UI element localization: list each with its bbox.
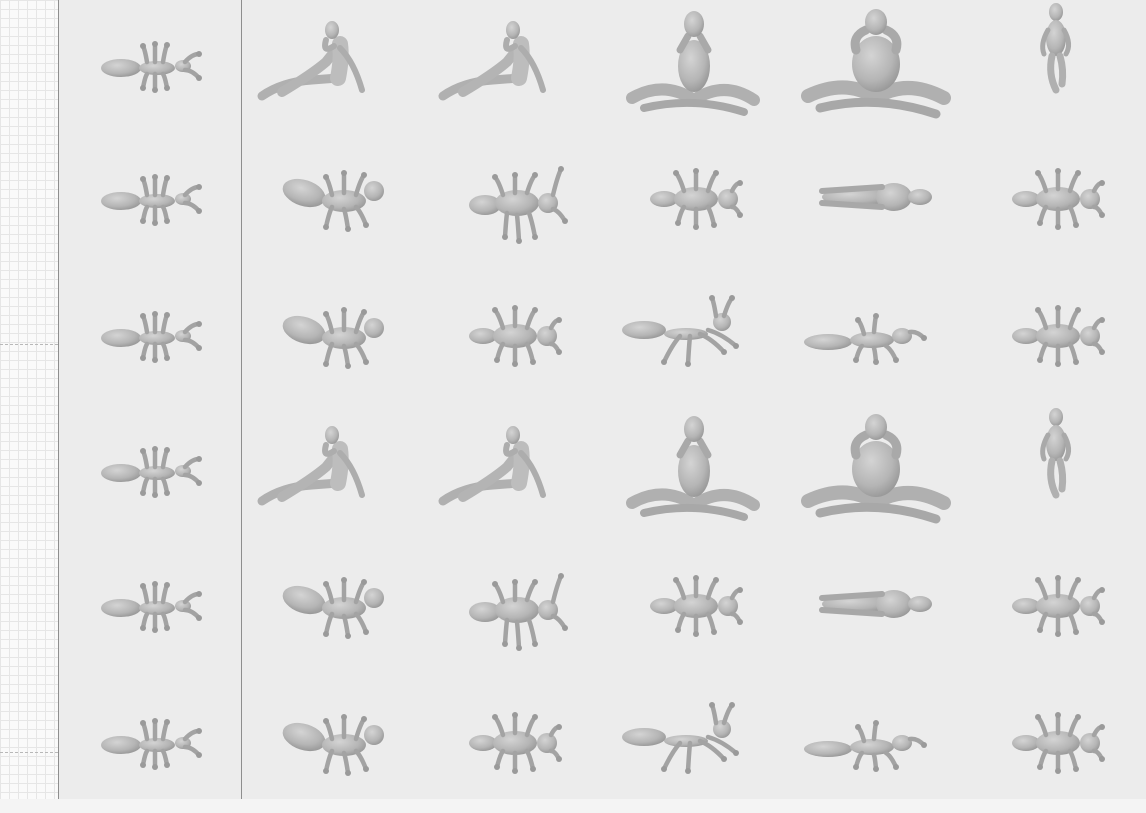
render-cell-insect-oblique [242, 677, 423, 813]
insect-oblique-mesh [282, 577, 384, 639]
insect-long-mesh [804, 720, 927, 772]
insect-top-mesh [650, 168, 743, 230]
insect-legs-down-mesh [469, 166, 568, 244]
graph-paper-strip [0, 0, 58, 799]
render-cell-insect-top [966, 540, 1146, 676]
render-cell-insect-top [966, 677, 1146, 813]
render-cell-woman-cross-legged [604, 0, 785, 136]
insect-long-mesh [804, 313, 927, 365]
insect-legs-down-mesh [469, 573, 568, 651]
dashed-guide [0, 344, 58, 345]
render-cell-insect-front [59, 405, 240, 541]
render-cell-woman-sitting-reclined [242, 0, 423, 136]
insect-front-mesh [101, 446, 202, 498]
woman-standing-mesh [1040, 408, 1072, 499]
human-lying-top-mesh [819, 183, 932, 211]
woman-sitting-reclined-mesh [438, 426, 546, 506]
render-cell-insect-top [604, 133, 785, 269]
render-cell-insect-legs-down [423, 540, 604, 676]
insect-front-mesh [101, 174, 202, 226]
insect-stretched-mesh [622, 295, 739, 367]
render-cell-man-cross-legged [786, 0, 967, 136]
insect-front-mesh [101, 311, 202, 363]
render-grid-panel [58, 0, 1146, 799]
render-cell-insect-stretched [604, 677, 785, 813]
insect-top-mesh [469, 305, 562, 367]
render-cell-insect-front [59, 0, 240, 136]
render-cell-human-lying-top [786, 540, 967, 676]
human-lying-top-mesh [819, 590, 932, 618]
insect-front-mesh [101, 718, 202, 770]
insect-stretched-mesh [622, 702, 739, 774]
render-cell-woman-sitting-reclined [423, 405, 604, 541]
man-cross-legged-mesh [801, 9, 951, 119]
woman-cross-legged-mesh [626, 416, 760, 521]
render-cell-insect-top [604, 540, 785, 676]
woman-sitting-reclined-mesh [438, 21, 546, 101]
render-cell-insect-top [423, 270, 604, 406]
insect-oblique-mesh [282, 714, 384, 776]
render-cell-woman-sitting-reclined [423, 0, 604, 136]
woman-standing-mesh [1040, 3, 1072, 94]
render-cell-insect-front [59, 133, 240, 269]
render-cell-insect-oblique [242, 133, 423, 269]
insect-top-mesh [650, 575, 743, 637]
render-cell-insect-oblique [242, 540, 423, 676]
render-cell-insect-top [423, 677, 604, 813]
render-cell-insect-top [966, 270, 1146, 406]
render-cell-insect-front [59, 540, 240, 676]
render-cell-insect-front [59, 270, 240, 406]
render-cell-insect-stretched [604, 270, 785, 406]
column-divider [241, 0, 242, 799]
man-cross-legged-mesh [801, 414, 951, 524]
render-cell-woman-standing [966, 405, 1146, 541]
insect-front-mesh [101, 41, 202, 93]
insect-top-mesh [1012, 575, 1105, 637]
render-cell-insect-long [786, 270, 967, 406]
render-cell-insect-front [59, 677, 240, 813]
render-cell-woman-cross-legged [604, 405, 785, 541]
render-cell-human-lying-top [786, 133, 967, 269]
insect-front-mesh [101, 581, 202, 633]
insect-top-mesh [1012, 168, 1105, 230]
render-cell-man-cross-legged [786, 405, 967, 541]
insect-top-mesh [1012, 305, 1105, 367]
render-cell-woman-standing [966, 0, 1146, 136]
render-cell-insect-long [786, 677, 967, 813]
render-cell-insect-oblique [242, 270, 423, 406]
render-cell-insect-top [966, 133, 1146, 269]
woman-sitting-reclined-mesh [257, 426, 365, 506]
insect-top-mesh [1012, 712, 1105, 774]
woman-sitting-reclined-mesh [257, 21, 365, 101]
dashed-guide [0, 752, 58, 753]
insect-oblique-mesh [282, 307, 384, 369]
insect-top-mesh [469, 712, 562, 774]
woman-cross-legged-mesh [626, 11, 760, 116]
insect-oblique-mesh [282, 170, 384, 232]
render-cell-insect-legs-down [423, 133, 604, 269]
render-cell-woman-sitting-reclined [242, 405, 423, 541]
